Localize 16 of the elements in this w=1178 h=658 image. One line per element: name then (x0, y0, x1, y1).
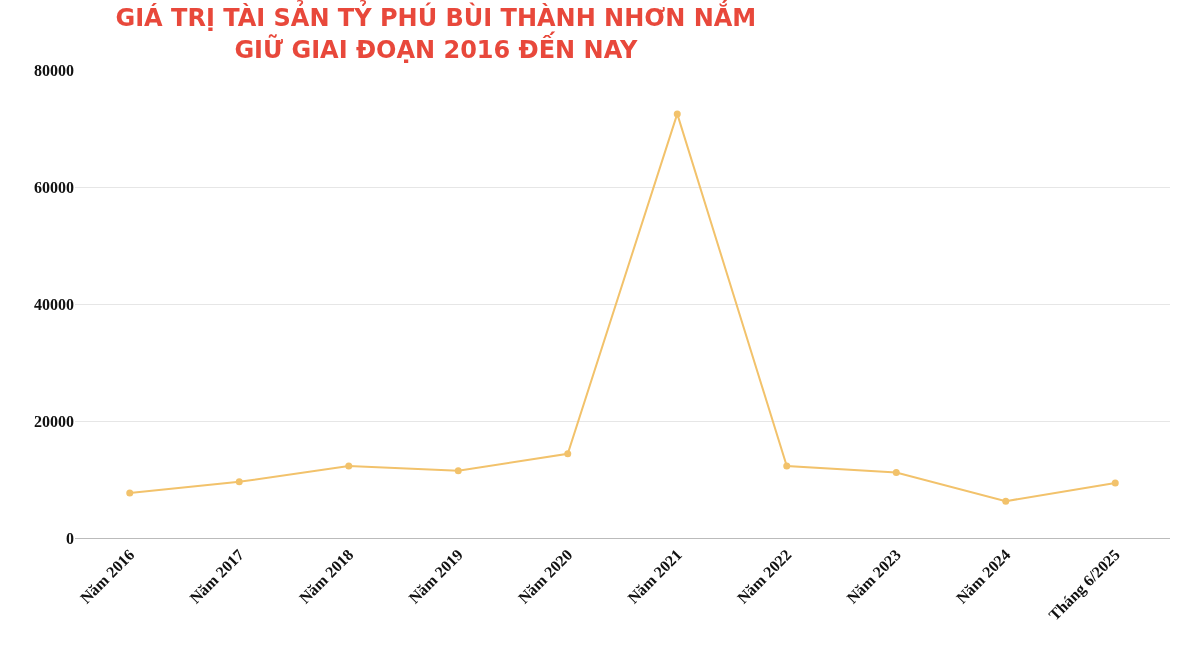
point (892, 468, 900, 476)
point (673, 110, 681, 118)
y-tick-label: 80000 (34, 61, 74, 79)
point (345, 462, 353, 470)
y-tick-label: 40000 (34, 295, 74, 313)
point (1111, 479, 1119, 487)
y-tick-label: 60000 (34, 178, 74, 196)
point (1002, 497, 1010, 505)
point (783, 462, 791, 470)
point (564, 450, 572, 458)
point (235, 478, 243, 486)
point (126, 489, 134, 497)
y-tick-label: 20000 (34, 412, 74, 430)
y-tick-label: 0 (66, 529, 74, 547)
point (454, 467, 462, 475)
chart-title: GIÁ TRỊ TÀI SẢN TỶ PHÚ BÙI THÀNH NHƠN NẮM GIỮ GIAI ĐOẠN 2016 ĐẾN NAY (115, 0, 757, 64)
